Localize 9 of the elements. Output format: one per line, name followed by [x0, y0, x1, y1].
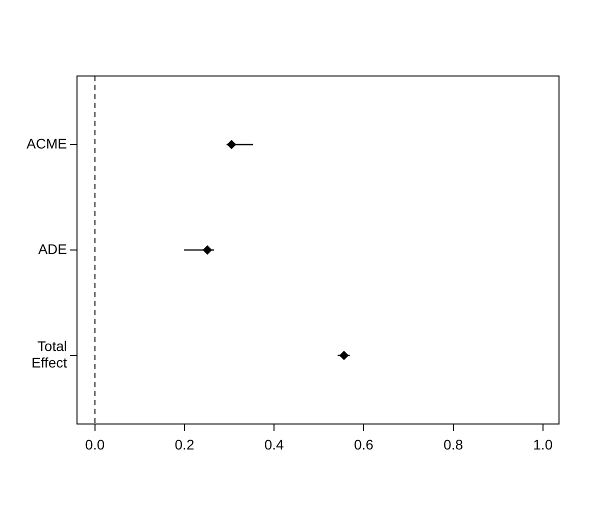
- y-tick-label: ADE: [38, 240, 67, 257]
- x-tick-label: 0.0: [85, 436, 105, 452]
- y-tick-label: Total Effect: [31, 338, 68, 371]
- y-tick-label: ACME: [26, 135, 67, 152]
- x-tick-label: 0.8: [444, 436, 464, 452]
- x-tick-label: 1.0: [533, 436, 553, 452]
- x-tick-label: 0.4: [264, 436, 284, 452]
- x-tick-label: 0.6: [354, 436, 374, 452]
- x-tick-label: 0.2: [174, 436, 194, 452]
